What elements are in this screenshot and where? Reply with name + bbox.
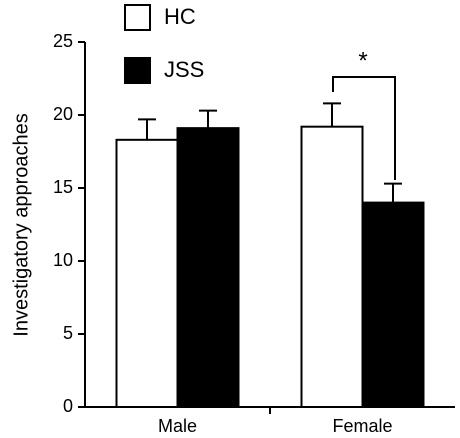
y-tick-label: 25: [53, 31, 73, 51]
bar: [176, 127, 240, 408]
bar: [361, 201, 425, 408]
y-tick-label: 10: [53, 250, 73, 270]
significance-label: *: [358, 47, 367, 74]
legend-label: JSS: [164, 57, 204, 82]
legend-swatch: [124, 57, 151, 84]
y-axis-label: Investigatory approaches: [10, 113, 32, 336]
x-tick-label: Female: [332, 416, 392, 436]
y-tick-label: 5: [63, 323, 73, 343]
bar: [115, 138, 179, 408]
legend-swatch: [124, 4, 151, 31]
y-tick-label: 15: [53, 177, 73, 197]
x-tick-label: Male: [158, 416, 197, 436]
legend-label: HC: [164, 4, 196, 29]
bar: [300, 125, 364, 409]
y-tick-label: 0: [63, 396, 73, 416]
significance-bracket: [332, 76, 396, 180]
y-tick-label: 20: [53, 104, 73, 124]
